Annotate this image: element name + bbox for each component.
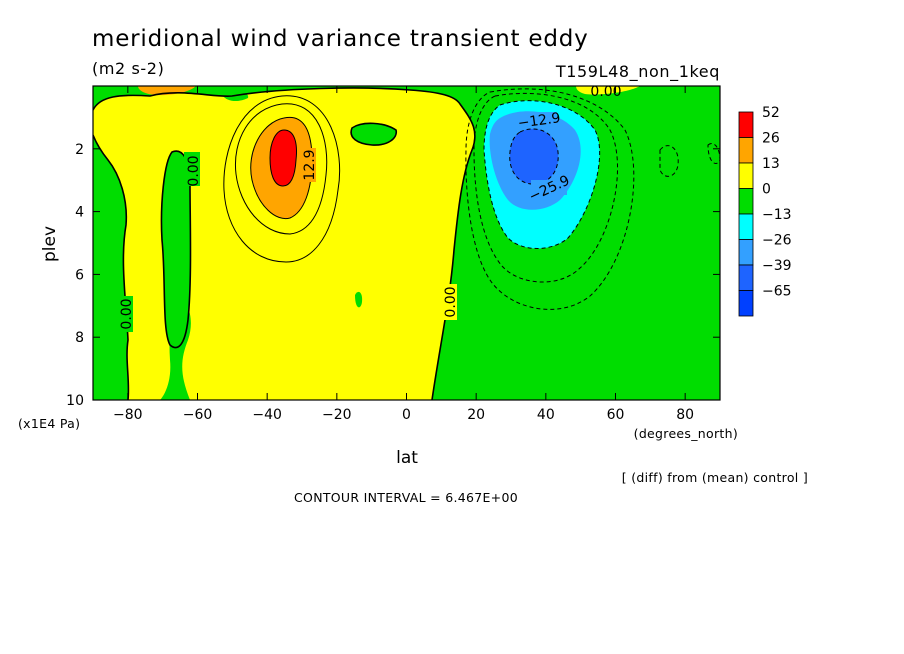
colorbar-level-label: 52 xyxy=(762,105,780,121)
contour-label-zero-equator: 0.00 xyxy=(443,286,459,317)
x-tick-label: 0 xyxy=(402,407,411,423)
x-tick-label: 40 xyxy=(537,407,555,423)
contour-label-bg xyxy=(531,180,567,195)
y-tick-label: 2 xyxy=(75,142,84,158)
contour-field xyxy=(93,86,720,400)
contour-label-zero-north: 0.00 xyxy=(590,84,621,100)
colorbar-level-label: −39 xyxy=(762,258,792,274)
colorbar-swatch xyxy=(738,264,754,291)
y-tick-label: 8 xyxy=(75,330,84,346)
x-tick-label: −80 xyxy=(113,407,143,423)
x-axis-label: lat xyxy=(396,448,418,468)
colorbar-level-label: −26 xyxy=(762,233,792,249)
contour-label-zero-southwest: 0.00 xyxy=(119,298,135,329)
y-axis-label: plev xyxy=(40,226,60,262)
x-tick-label: 20 xyxy=(467,407,485,423)
contour-interval-label: CONTOUR INTERVAL = 6.467E+00 xyxy=(294,490,518,505)
contour-labels: 12.9 0.00 0.00 0.00 0.00 −12.9 −25.9 xyxy=(117,84,622,332)
contour-label-bg xyxy=(117,296,133,332)
colorbar-swatch xyxy=(738,239,754,266)
positive-contours xyxy=(223,95,341,263)
colorbar-swatch xyxy=(738,111,754,138)
diff-note: [ (diff) from (mean) control ] xyxy=(622,470,808,485)
contour-label-bg xyxy=(441,284,457,320)
contour-label-zero-west: 0.00 xyxy=(186,155,202,186)
positive-island-top xyxy=(138,86,196,96)
y-tick-label: 4 xyxy=(75,205,84,221)
y-axis-units: (x1E4 Pa) xyxy=(18,416,80,431)
x-axis-ticks: −80 −60 −40 −20 0 20 40 60 80 xyxy=(113,86,694,423)
colorbar-swatch xyxy=(738,188,754,215)
colorbar-swatch xyxy=(738,213,754,240)
y-tick-label: 10 xyxy=(66,393,84,409)
red-core-south xyxy=(270,130,297,186)
x-tick-label: −60 xyxy=(183,407,213,423)
contour-label-bg xyxy=(184,152,200,186)
x-tick-label: −20 xyxy=(322,407,352,423)
colorbar-level-label: −13 xyxy=(762,207,792,223)
contour-label-bg xyxy=(521,112,557,127)
run-label: T159L48_non_1keq xyxy=(555,62,720,82)
chart-title: meridional wind variance transient eddy xyxy=(92,26,589,52)
colorbar: 52 26 13 0 −13 −26 −39 −65 xyxy=(738,105,792,317)
x-tick-label: 80 xyxy=(676,407,694,423)
x-tick-label: 60 xyxy=(607,407,625,423)
contour-label-minus-12-9: −12.9 xyxy=(517,110,562,132)
negative-island-center xyxy=(351,123,397,146)
colorbar-level-label: 26 xyxy=(762,131,780,147)
y-tick-label: 6 xyxy=(75,267,84,283)
colorbar-swatch xyxy=(738,290,754,317)
colorbar-level-label: −65 xyxy=(762,284,792,300)
colorbar-level-label: 0 xyxy=(762,182,771,198)
colorbar-swatch xyxy=(738,162,754,189)
y-axis-ticks: 2 4 6 8 10 xyxy=(66,142,720,409)
x-tick-label: −40 xyxy=(252,407,282,423)
contour-label-12-9: 12.9 xyxy=(302,149,318,180)
positive-island-north xyxy=(576,86,640,95)
colorbar-swatch xyxy=(738,137,754,164)
x-axis-units: (degrees_north) xyxy=(634,426,738,441)
negative-island-west xyxy=(161,151,191,348)
deep-blue-core-north xyxy=(509,128,559,185)
units-label: (m2 s-2) xyxy=(92,59,164,78)
negative-island-small xyxy=(355,291,363,308)
contour-label-bg xyxy=(300,148,316,182)
colorbar-level-label: 13 xyxy=(762,156,780,172)
